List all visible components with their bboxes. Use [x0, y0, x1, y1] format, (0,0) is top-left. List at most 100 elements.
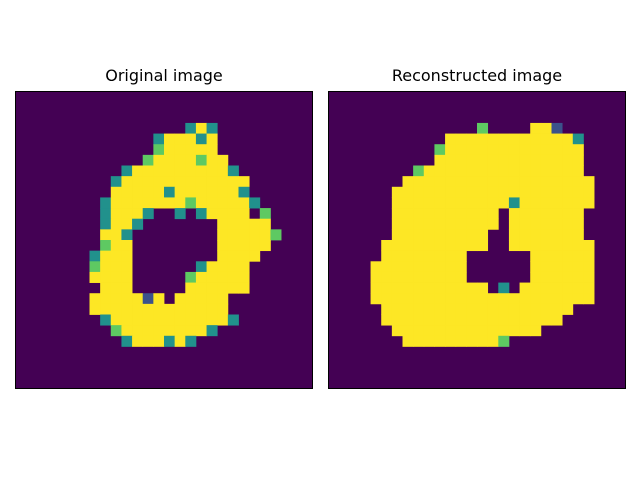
heatmap-cell	[164, 165, 176, 177]
heatmap-cell	[174, 325, 186, 337]
heatmap-cell	[185, 133, 197, 145]
heatmap-cell	[477, 133, 489, 145]
heatmap-cell	[445, 303, 457, 315]
heatmap-cell	[423, 165, 435, 177]
heatmap-cell	[562, 197, 574, 209]
heatmap-cell	[498, 133, 510, 145]
heatmap-cell	[487, 208, 499, 220]
heatmap-cell	[487, 165, 499, 177]
heatmap-cell	[174, 293, 186, 305]
heatmap-cell	[153, 154, 165, 166]
heatmap-cell	[477, 303, 489, 315]
heatmap-cell	[477, 144, 489, 156]
heatmap-cell	[402, 250, 414, 262]
heatmap-cell	[121, 176, 133, 188]
heatmap-cell	[455, 282, 467, 294]
heatmap-cell	[391, 229, 403, 241]
heatmap-cell	[466, 186, 478, 198]
heatmap-cell	[402, 208, 414, 220]
heatmap-cell	[487, 186, 499, 198]
heatmap-cell	[519, 229, 531, 241]
heatmap-cell	[540, 303, 552, 315]
heatmap-cell	[142, 335, 154, 347]
heatmap-cell	[551, 282, 563, 294]
heatmap-cell	[423, 325, 435, 337]
heatmap-cell	[530, 261, 542, 273]
heatmap-cell	[562, 176, 574, 188]
heatmap-cell	[572, 282, 584, 294]
heatmap-cell	[121, 229, 133, 241]
heatmap-cell	[227, 314, 239, 326]
heatmap-cell	[132, 218, 144, 230]
heatmap-cell	[562, 186, 574, 198]
heatmap-cell	[100, 197, 112, 209]
heatmap-cell	[195, 303, 207, 315]
heatmap-cell	[530, 250, 542, 262]
heatmap-cell	[174, 165, 186, 177]
heatmap-cell	[132, 335, 144, 347]
heatmap-cell	[434, 144, 446, 156]
heatmap-cell	[445, 208, 457, 220]
heatmap-cell	[477, 208, 489, 220]
heatmap-cell	[164, 335, 176, 347]
heatmap-cell	[519, 165, 531, 177]
heatmap-cell	[530, 144, 542, 156]
heatmap-cell	[466, 154, 478, 166]
heatmap-cell	[423, 271, 435, 283]
heatmap-cell	[100, 250, 112, 262]
heatmap-cell	[508, 208, 520, 220]
heatmap-cell	[477, 165, 489, 177]
heatmap-cell	[413, 293, 425, 305]
heatmap-cell	[391, 218, 403, 230]
heatmap-cell	[132, 186, 144, 198]
heatmap-cell	[551, 197, 563, 209]
heatmap-cell	[206, 303, 218, 315]
heatmap-cell	[413, 208, 425, 220]
heatmap-cell	[562, 144, 574, 156]
heatmap-cell	[391, 250, 403, 262]
heatmap-cell	[498, 325, 510, 337]
heatmap-cell	[551, 208, 563, 220]
heatmap-cell	[572, 133, 584, 145]
heatmap-cell	[249, 240, 261, 252]
heatmap-cell	[583, 261, 595, 273]
heatmap-cell	[445, 186, 457, 198]
heatmap-cell	[153, 176, 165, 188]
heatmap-cell	[227, 197, 239, 209]
heatmap-cell	[508, 197, 520, 209]
heatmap-cell	[100, 271, 112, 283]
heatmap-cell	[413, 197, 425, 209]
heatmap-cell	[562, 250, 574, 262]
heatmap-cell	[583, 250, 595, 262]
heatmap-cell	[487, 144, 499, 156]
heatmap-cell	[142, 197, 154, 209]
heatmap-cell	[572, 218, 584, 230]
heatmap-cell	[413, 314, 425, 326]
heatmap-cell	[583, 197, 595, 209]
heatmap-cell	[434, 218, 446, 230]
heatmap-cell	[110, 218, 122, 230]
heatmap-cell	[227, 165, 239, 177]
heatmap-cell	[455, 144, 467, 156]
heatmap-cell	[551, 176, 563, 188]
heatmap-cell	[206, 261, 218, 273]
heatmap-cell	[132, 303, 144, 315]
heatmap-cell	[551, 165, 563, 177]
heatmap-cell	[185, 282, 197, 294]
heatmap-cell	[195, 197, 207, 209]
heatmap-cell	[110, 229, 122, 241]
heatmap-cell	[206, 186, 218, 198]
heatmap-cell	[551, 303, 563, 315]
heatmap-cell	[238, 271, 250, 283]
heatmap-cell	[519, 197, 531, 209]
heatmap-cell	[477, 282, 489, 294]
heatmap-cell	[110, 303, 122, 315]
heatmap-cell	[227, 186, 239, 198]
heatmap-cell	[142, 154, 154, 166]
heatmap-cell	[217, 176, 229, 188]
heatmap-cell	[227, 240, 239, 252]
heatmap-cell	[477, 154, 489, 166]
heatmap-cell	[227, 229, 239, 241]
heatmap-cell	[206, 197, 218, 209]
heatmap-cell	[110, 314, 122, 326]
